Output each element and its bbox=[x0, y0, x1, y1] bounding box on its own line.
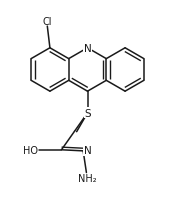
Text: Cl: Cl bbox=[43, 16, 52, 26]
Text: N: N bbox=[84, 43, 91, 54]
Text: S: S bbox=[84, 108, 91, 118]
Text: NH₂: NH₂ bbox=[78, 173, 96, 183]
Text: N: N bbox=[83, 146, 91, 156]
Text: HO: HO bbox=[23, 145, 38, 155]
